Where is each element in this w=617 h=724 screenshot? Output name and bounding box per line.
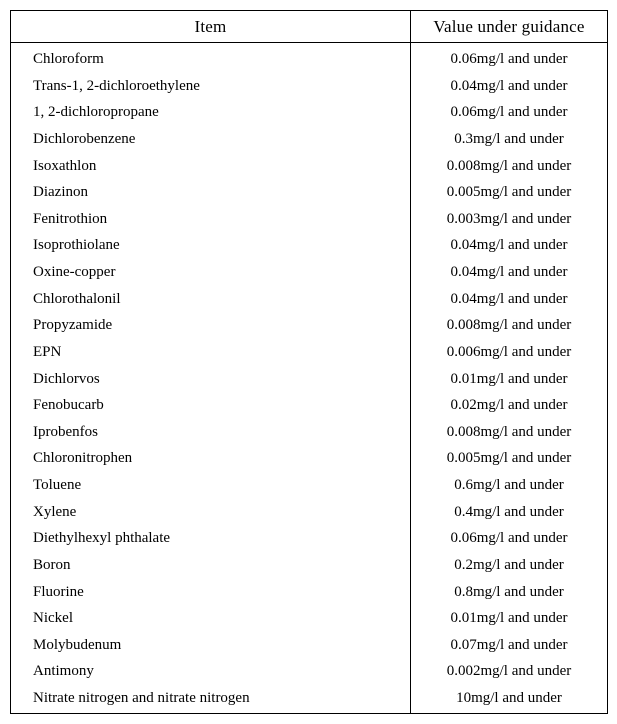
- guidance-table: Item Value under guidance Chloroform0.06…: [10, 10, 608, 714]
- cell-value: 0.04mg/l and under: [411, 285, 608, 312]
- col-header-item: Item: [11, 11, 411, 43]
- cell-value: 0.06mg/l and under: [411, 525, 608, 552]
- cell-value: 0.008mg/l and under: [411, 312, 608, 339]
- table-row: Trans-1, 2-dichloroethylene0.04mg/l and …: [11, 72, 608, 99]
- cell-value: 0.005mg/l and under: [411, 179, 608, 206]
- cell-value: 10mg/l and under: [411, 685, 608, 714]
- cell-item: Xylene: [11, 498, 411, 525]
- cell-item: Trans-1, 2-dichloroethylene: [11, 72, 411, 99]
- cell-value: 0.02mg/l and under: [411, 392, 608, 419]
- cell-item: Fluorine: [11, 578, 411, 605]
- cell-item: Nitrate nitrogen and nitrate nitrogen: [11, 685, 411, 714]
- cell-item: Diazinon: [11, 179, 411, 206]
- cell-item: Toluene: [11, 472, 411, 499]
- cell-value: 0.2mg/l and under: [411, 552, 608, 579]
- table-header-row: Item Value under guidance: [11, 11, 608, 43]
- cell-value: 0.002mg/l and under: [411, 658, 608, 685]
- cell-item: Iprobenfos: [11, 419, 411, 446]
- table-row: Dichlorobenzene0.3mg/l and under: [11, 126, 608, 153]
- table-row: Antimony0.002mg/l and under: [11, 658, 608, 685]
- cell-value: 0.6mg/l and under: [411, 472, 608, 499]
- cell-value: 0.04mg/l and under: [411, 232, 608, 259]
- cell-value: 0.06mg/l and under: [411, 43, 608, 73]
- cell-value: 0.07mg/l and under: [411, 632, 608, 659]
- table-row: Fenitrothion0.003mg/l and under: [11, 206, 608, 233]
- cell-item: Fenobucarb: [11, 392, 411, 419]
- cell-item: Dichlorobenzene: [11, 126, 411, 153]
- table-row: Isoxathlon0.008mg/l and under: [11, 152, 608, 179]
- cell-item: Molybudenum: [11, 632, 411, 659]
- table-row: Nitrate nitrogen and nitrate nitrogen10m…: [11, 685, 608, 714]
- table-row: Boron0.2mg/l and under: [11, 552, 608, 579]
- cell-value: 0.006mg/l and under: [411, 339, 608, 366]
- cell-value: 0.04mg/l and under: [411, 72, 608, 99]
- table-row: Fenobucarb0.02mg/l and under: [11, 392, 608, 419]
- table-row: Chloroform0.06mg/l and under: [11, 43, 608, 73]
- table-row: EPN0.006mg/l and under: [11, 339, 608, 366]
- cell-item: Dichlorvos: [11, 365, 411, 392]
- cell-item: Chloroform: [11, 43, 411, 73]
- table-row: Isoprothiolane0.04mg/l and under: [11, 232, 608, 259]
- table-row: Iprobenfos0.008mg/l and under: [11, 419, 608, 446]
- cell-item: Nickel: [11, 605, 411, 632]
- cell-value: 0.003mg/l and under: [411, 206, 608, 233]
- cell-value: 0.008mg/l and under: [411, 419, 608, 446]
- cell-item: 1, 2-dichloropropane: [11, 99, 411, 126]
- col-header-value: Value under guidance: [411, 11, 608, 43]
- table-row: Oxine-copper0.04mg/l and under: [11, 259, 608, 286]
- table-body: Chloroform0.06mg/l and underTrans-1, 2-d…: [11, 43, 608, 714]
- cell-value: 0.01mg/l and under: [411, 365, 608, 392]
- cell-value: 0.04mg/l and under: [411, 259, 608, 286]
- table-row: 1, 2-dichloropropane0.06mg/l and under: [11, 99, 608, 126]
- cell-value: 0.01mg/l and under: [411, 605, 608, 632]
- table-row: Chloronitrophen0.005mg/l and under: [11, 445, 608, 472]
- table-row: Xylene0.4mg/l and under: [11, 498, 608, 525]
- table-row: Nickel0.01mg/l and under: [11, 605, 608, 632]
- cell-item: Fenitrothion: [11, 206, 411, 233]
- cell-item: EPN: [11, 339, 411, 366]
- table-row: Chlorothalonil0.04mg/l and under: [11, 285, 608, 312]
- table-row: Diazinon0.005mg/l and under: [11, 179, 608, 206]
- cell-item: Oxine-copper: [11, 259, 411, 286]
- cell-value: 0.4mg/l and under: [411, 498, 608, 525]
- cell-item: Antimony: [11, 658, 411, 685]
- table-row: Propyzamide0.008mg/l and under: [11, 312, 608, 339]
- cell-item: Boron: [11, 552, 411, 579]
- cell-value: 0.06mg/l and under: [411, 99, 608, 126]
- cell-item: Chloronitrophen: [11, 445, 411, 472]
- cell-item: Diethylhexyl phthalate: [11, 525, 411, 552]
- table-row: Dichlorvos0.01mg/l and under: [11, 365, 608, 392]
- table-row: Molybudenum0.07mg/l and under: [11, 632, 608, 659]
- cell-value: 0.005mg/l and under: [411, 445, 608, 472]
- cell-item: Chlorothalonil: [11, 285, 411, 312]
- cell-item: Isoxathlon: [11, 152, 411, 179]
- cell-value: 0.008mg/l and under: [411, 152, 608, 179]
- table-row: Toluene0.6mg/l and under: [11, 472, 608, 499]
- cell-value: 0.8mg/l and under: [411, 578, 608, 605]
- cell-value: 0.3mg/l and under: [411, 126, 608, 153]
- cell-item: Isoprothiolane: [11, 232, 411, 259]
- cell-item: Propyzamide: [11, 312, 411, 339]
- table-row: Diethylhexyl phthalate0.06mg/l and under: [11, 525, 608, 552]
- table-row: Fluorine0.8mg/l and under: [11, 578, 608, 605]
